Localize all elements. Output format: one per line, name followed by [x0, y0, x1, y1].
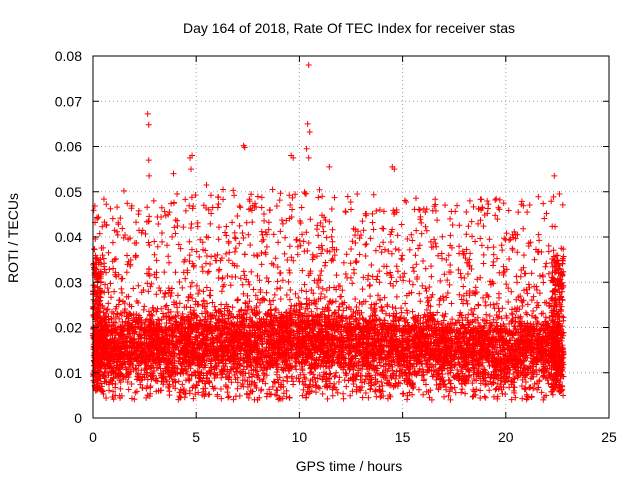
data-point	[540, 366, 546, 373]
data-point	[293, 359, 300, 366]
data-point	[292, 363, 299, 370]
data-point	[114, 338, 121, 345]
data-point	[293, 366, 300, 373]
data-point	[546, 315, 553, 322]
data-point	[368, 346, 375, 353]
data-point	[176, 354, 183, 361]
data-point	[207, 360, 214, 367]
data-point	[274, 368, 281, 375]
data-point	[260, 375, 267, 382]
data-point	[231, 371, 238, 378]
data-point	[148, 364, 155, 371]
data-point	[127, 334, 134, 341]
data-point	[390, 318, 397, 325]
data-point	[476, 323, 483, 330]
data-point	[416, 365, 423, 372]
data-point	[280, 367, 287, 374]
data-point	[140, 306, 147, 313]
data-point	[237, 350, 244, 357]
data-point	[477, 356, 484, 363]
data-point	[116, 315, 123, 322]
data-point	[345, 360, 352, 367]
data-point	[428, 368, 435, 375]
data-point	[112, 369, 119, 376]
data-point	[434, 309, 441, 316]
data-point	[390, 317, 397, 324]
data-point	[482, 369, 489, 376]
data-point	[179, 367, 186, 374]
data-point	[187, 365, 194, 372]
data-point	[264, 359, 271, 366]
data-point	[258, 341, 265, 348]
data-point	[493, 319, 500, 326]
data-point	[401, 361, 408, 368]
data-point	[313, 305, 320, 312]
data-point	[308, 308, 315, 315]
data-point	[159, 310, 166, 317]
data-point	[483, 320, 490, 327]
data-point	[483, 311, 490, 318]
data-point	[532, 315, 539, 322]
data-point	[421, 376, 428, 383]
data-point	[506, 350, 513, 357]
data-point	[379, 382, 386, 389]
data-point	[486, 312, 493, 319]
data-point	[286, 296, 293, 303]
data-points	[90, 62, 567, 403]
data-point	[491, 344, 498, 351]
data-point	[330, 356, 337, 363]
data-point	[252, 338, 259, 345]
data-point	[518, 383, 525, 390]
data-point	[376, 359, 383, 366]
data-point	[413, 332, 420, 339]
data-point	[211, 366, 218, 373]
data-point	[300, 371, 307, 378]
